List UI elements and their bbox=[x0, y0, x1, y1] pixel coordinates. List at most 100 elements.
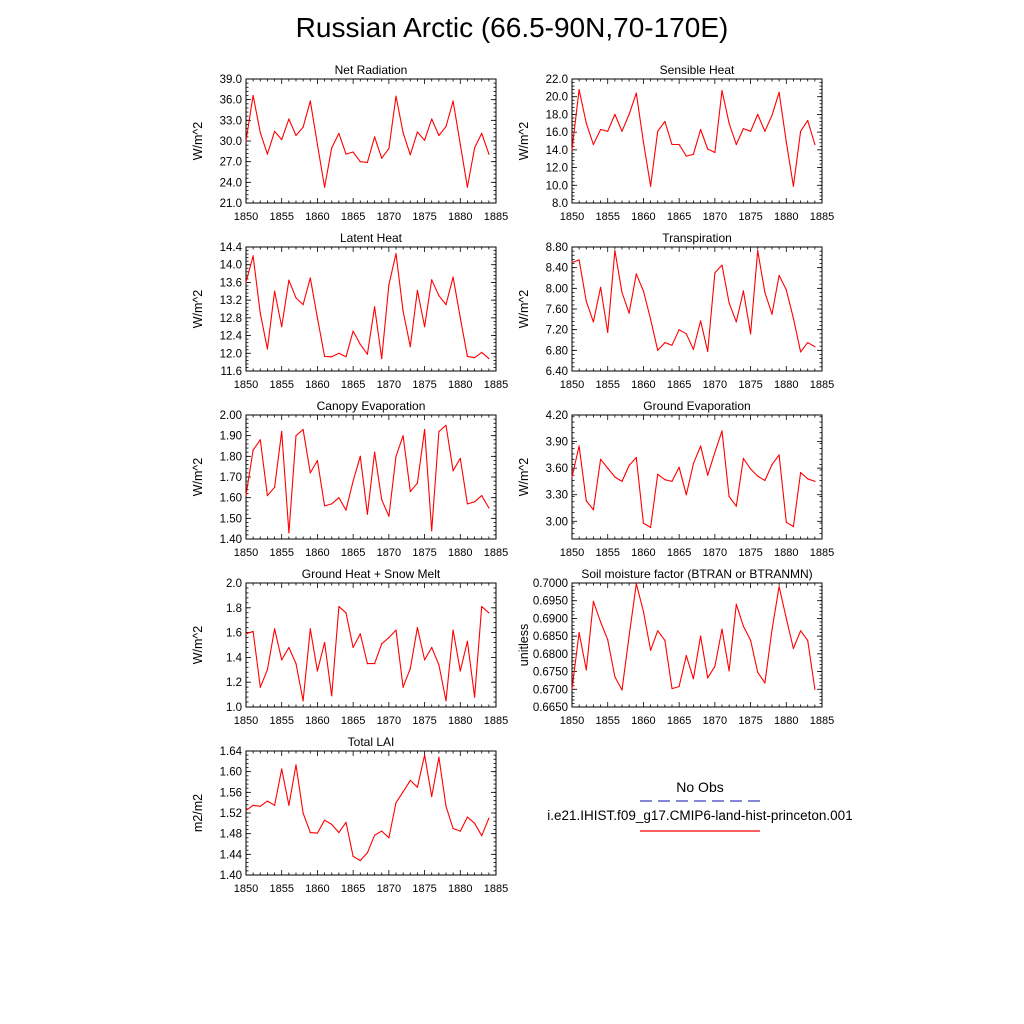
data-point bbox=[288, 532, 290, 534]
data-point bbox=[578, 445, 580, 447]
data-point bbox=[245, 140, 247, 142]
data-point bbox=[814, 688, 816, 690]
data-point bbox=[614, 476, 616, 478]
data-point bbox=[374, 451, 376, 453]
data-point bbox=[785, 289, 787, 291]
data-point bbox=[424, 326, 426, 328]
panel-title: Net Radiation bbox=[335, 63, 408, 77]
data-point bbox=[685, 655, 687, 657]
data-point bbox=[366, 852, 368, 854]
data-point bbox=[438, 134, 440, 137]
data-point bbox=[424, 139, 426, 141]
data-point bbox=[324, 819, 326, 821]
chart-panel-6: Ground Evaporation W/m^2 1850 1855 1860 1865 1… bbox=[517, 399, 834, 559]
data-point bbox=[295, 297, 297, 299]
data-point bbox=[735, 321, 737, 323]
data-point bbox=[295, 435, 297, 437]
data-point bbox=[735, 505, 737, 507]
plot-frame bbox=[245, 414, 497, 540]
data-point bbox=[352, 151, 354, 153]
x-tick-label: 1870 bbox=[703, 379, 727, 391]
y-tick-label: 36.0 bbox=[220, 95, 242, 107]
data-point bbox=[728, 495, 730, 498]
data-point bbox=[359, 859, 361, 862]
x-tick-label: 1855 bbox=[269, 211, 293, 223]
x-tick-label: 1880 bbox=[774, 547, 798, 559]
x-tick-label: 1860 bbox=[305, 379, 329, 391]
x-tick-label: 1875 bbox=[412, 379, 436, 391]
data-point bbox=[452, 827, 454, 830]
data-point bbox=[409, 779, 411, 782]
data-point bbox=[571, 149, 573, 151]
data-point bbox=[807, 120, 809, 122]
x-tick-label: 1860 bbox=[631, 547, 655, 559]
data-point bbox=[395, 802, 397, 804]
data-point bbox=[481, 495, 483, 497]
panel-title: Total LAI bbox=[348, 735, 395, 749]
x-tick-label: 1855 bbox=[595, 547, 619, 559]
chart-panel-1: Net Radiation W/m^2 1850 1855 1860 1865 1870 18… bbox=[191, 63, 508, 223]
data-point bbox=[352, 330, 354, 332]
y-tick-label: 1.2 bbox=[226, 677, 242, 689]
x-tick-label: 1885 bbox=[810, 715, 834, 727]
data-point bbox=[600, 128, 602, 131]
data-point bbox=[714, 151, 716, 154]
data-point bbox=[316, 832, 318, 834]
y-tick-label: 3.00 bbox=[546, 516, 568, 528]
x-tick-label: 1855 bbox=[269, 547, 293, 559]
data-point bbox=[814, 143, 816, 146]
y-tick-label: 12.0 bbox=[546, 163, 568, 175]
data-point bbox=[459, 670, 461, 672]
y-tick-label: 1.40 bbox=[220, 534, 242, 546]
x-tick-label: 1885 bbox=[484, 715, 508, 727]
data-point bbox=[388, 637, 390, 639]
data-point bbox=[409, 154, 411, 156]
data-point bbox=[402, 435, 404, 437]
data-point bbox=[671, 688, 673, 690]
x-tick-label: 1850 bbox=[234, 211, 258, 223]
y-axis-label: W/m^2 bbox=[517, 290, 531, 329]
data-point bbox=[607, 467, 609, 469]
data-point bbox=[678, 329, 680, 331]
y-axis-label: m2/m2 bbox=[191, 794, 205, 832]
data-point bbox=[402, 132, 404, 134]
x-tick-label: 1860 bbox=[305, 715, 329, 727]
x-tick-label: 1875 bbox=[412, 715, 436, 727]
x-tick-label: 1855 bbox=[595, 715, 619, 727]
y-tick-label: 0.6850 bbox=[533, 631, 568, 643]
data-point bbox=[814, 346, 816, 348]
y-tick-label: 4.20 bbox=[546, 410, 568, 422]
y-tick-label: 1.60 bbox=[220, 493, 242, 505]
data-point bbox=[452, 276, 454, 278]
data-point bbox=[466, 503, 468, 505]
legend-obs-label: No Obs bbox=[676, 779, 723, 795]
x-tick-label: 1875 bbox=[738, 547, 762, 559]
y-tick-label: 1.0 bbox=[226, 702, 242, 714]
y-tick-label: 13.2 bbox=[220, 295, 242, 307]
x-tick-label: 1870 bbox=[377, 211, 401, 223]
chart-panel-7: Ground Heat + Snow Melt W/m^2 1850 1855 1860… bbox=[191, 567, 508, 727]
y-tick-label: 14.0 bbox=[220, 260, 242, 272]
data-point bbox=[431, 279, 433, 281]
y-tick-label: 0.7000 bbox=[533, 578, 568, 590]
data-point bbox=[324, 355, 326, 357]
x-tick-label: 1850 bbox=[560, 211, 584, 223]
data-point bbox=[592, 509, 595, 511]
x-tick-label: 1850 bbox=[234, 547, 258, 559]
data-point bbox=[309, 832, 311, 834]
data-point bbox=[274, 130, 276, 132]
y-tick-label: 20.0 bbox=[546, 92, 568, 104]
data-point bbox=[409, 490, 411, 493]
data-point bbox=[757, 671, 759, 673]
data-point bbox=[785, 141, 787, 143]
data-point bbox=[692, 348, 695, 350]
data-point bbox=[800, 351, 802, 353]
data-point bbox=[438, 295, 440, 297]
x-tick-label: 1860 bbox=[631, 715, 655, 727]
data-point bbox=[488, 507, 490, 509]
data-point bbox=[395, 95, 397, 97]
data-point bbox=[800, 630, 802, 632]
data-point bbox=[338, 606, 340, 608]
data-point bbox=[431, 118, 433, 120]
